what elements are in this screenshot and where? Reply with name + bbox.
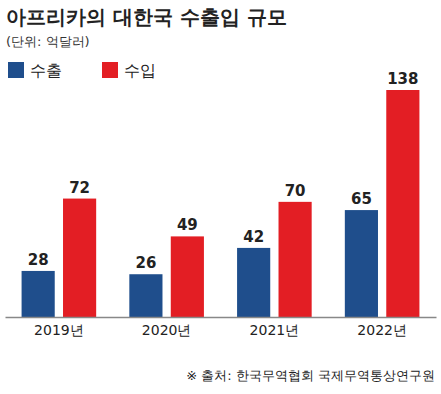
subtitle: (단위: 억달러): [6, 34, 90, 49]
legend-swatch: [102, 62, 118, 78]
x-tick: 2019년: [34, 317, 84, 338]
bar: [386, 90, 419, 317]
x-tick: 2020년: [142, 317, 192, 338]
bar: [237, 248, 270, 317]
data-labels: 28 26 42 65 72 49 70 138: [28, 70, 419, 272]
x-tick-label: 2022년: [357, 322, 407, 338]
data-label: 28: [28, 251, 49, 269]
legend-item: 수입: [102, 61, 156, 80]
legend-item: 수출: [8, 61, 62, 80]
x-tick: 2022년: [357, 317, 407, 338]
x-tick-label: 2021년: [250, 322, 300, 338]
bar: [345, 210, 378, 317]
data-label: 42: [243, 228, 264, 246]
title: 아프리카의 대한국 수출입 규모: [6, 5, 287, 29]
legend-swatch: [8, 62, 24, 78]
bar: [22, 271, 55, 317]
legend-label: 수입: [124, 61, 156, 80]
x-axis-line: [6, 317, 437, 319]
bar: [129, 274, 162, 317]
x-tick-label: 2019년: [34, 322, 84, 338]
bar: [171, 236, 204, 317]
x-tick: 2021년: [250, 317, 300, 338]
data-label: 26: [135, 254, 156, 272]
data-label: 70: [285, 182, 306, 200]
chart: 아프리카의 대한국 수출입 규모 (단위: 억달러) 수출 수입 28 26 42 65 72 4…: [0, 0, 441, 394]
bar: [63, 199, 96, 317]
legend: 수출 수입: [8, 61, 156, 80]
bars: [22, 90, 420, 317]
legend-label: 수출: [30, 61, 62, 80]
bar: [279, 202, 312, 317]
x-tick-label: 2020년: [142, 322, 192, 338]
data-label: 138: [387, 70, 418, 88]
data-label: 65: [351, 190, 372, 208]
source-note: ※ 출처: 한국무역협회 국제무역통상연구원: [186, 368, 435, 383]
data-label: 49: [177, 216, 198, 234]
data-label: 72: [69, 179, 90, 197]
x-axis: 2019년 2020년 2021년 2022년: [6, 317, 437, 338]
